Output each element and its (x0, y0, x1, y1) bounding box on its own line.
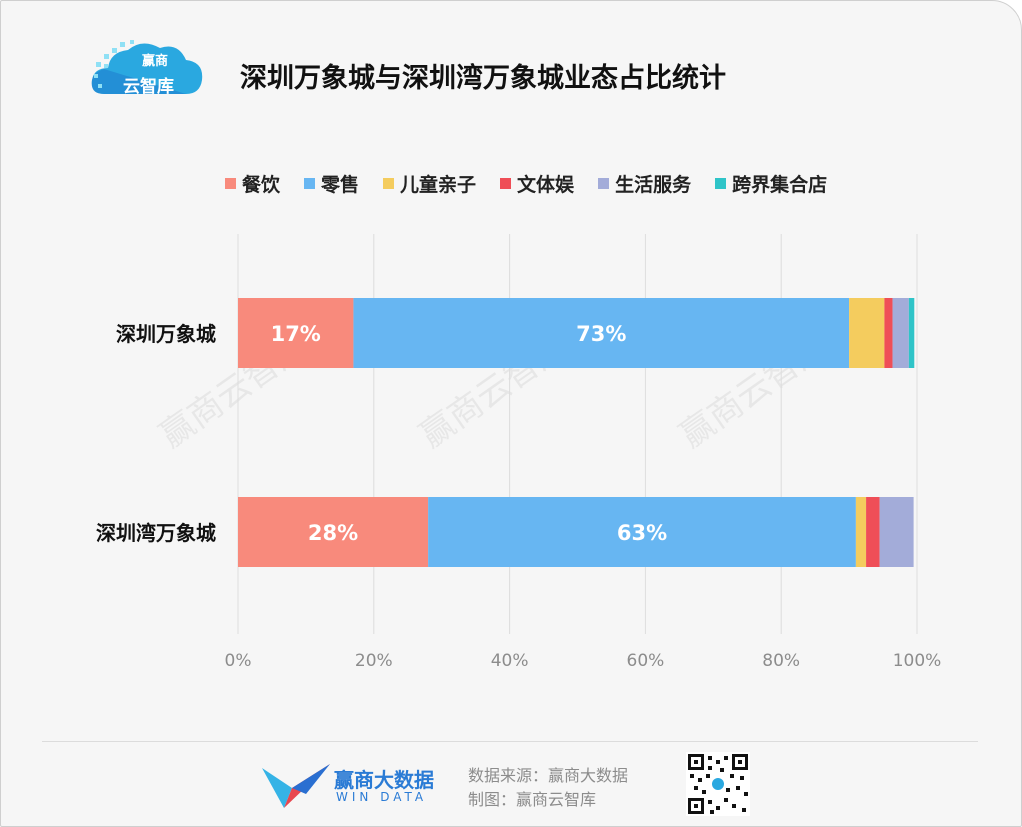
legend-item: 跨界集合店 (715, 170, 827, 197)
bar-segment (884, 298, 893, 368)
bar-segment (908, 298, 915, 368)
bar-segment (866, 497, 880, 567)
x-tick-label: 100% (893, 651, 942, 671)
chart-title: 深圳万象城与深圳湾万象城业态占比统计 (240, 63, 726, 94)
chart-maker: 制图：赢商云智库 (468, 790, 597, 809)
x-tick-label: 60% (627, 651, 665, 671)
bar-segment (353, 298, 850, 368)
legend-swatch (304, 177, 316, 189)
data-label: 73% (576, 322, 626, 346)
legend-label: 零售 (321, 173, 360, 196)
bar-segment (238, 497, 429, 567)
footer-divider (42, 741, 978, 742)
legend-label: 跨界集合店 (732, 173, 828, 196)
legend-label: 儿童亲子 (400, 173, 477, 196)
credits: 数据来源：赢商大数据 制图：赢商云智库 (468, 764, 628, 812)
legend-item: 生活服务 (598, 170, 691, 197)
legend-swatch (225, 177, 236, 189)
x-tick-label: 40% (491, 651, 529, 671)
legend-item: 文体娱 (500, 170, 574, 197)
bar-segment (849, 298, 885, 368)
legend-swatch (383, 177, 395, 189)
bar-segment (855, 497, 867, 567)
brand-name: 赢商大数据 (334, 768, 434, 792)
legend-item: 零售 (304, 170, 359, 197)
bar-segment (238, 298, 354, 368)
data-source: 数据来源：赢商大数据 (468, 766, 629, 785)
logo-line2: 云智库 (123, 77, 174, 97)
x-tick-label: 20% (355, 651, 393, 671)
brand-name-en: WIN DATA (336, 790, 428, 804)
legend-label: 文体娱 (517, 173, 575, 196)
windata-logo-icon (262, 764, 330, 808)
data-label: 17% (271, 322, 321, 346)
bar-segment (892, 298, 909, 368)
legend-swatch (598, 177, 610, 189)
legend: 餐饮 零售 儿童亲子 文体娱 生活服务 跨界集合店 (225, 170, 827, 196)
logo-line1: 赢商 (142, 54, 169, 69)
data-label: 63% (617, 521, 667, 545)
category-label: 深圳湾万象城 (96, 521, 216, 545)
category-label: 深圳万象城 (116, 322, 216, 346)
bar-segment (879, 497, 914, 567)
legend-label: 生活服务 (615, 173, 692, 196)
qr-code-icon[interactable] (686, 752, 750, 816)
legend-swatch (715, 177, 727, 189)
x-tick-label: 80% (762, 651, 800, 671)
legend-label: 餐饮 (242, 173, 281, 196)
legend-swatch (500, 177, 512, 189)
yunzhiku-logo-icon (91, 40, 203, 94)
data-label: 28% (308, 521, 358, 545)
bar-segment (428, 497, 856, 567)
x-tick-label: 0% (225, 651, 252, 671)
legend-item: 儿童亲子 (383, 170, 476, 197)
legend-item: 餐饮 (225, 170, 280, 197)
